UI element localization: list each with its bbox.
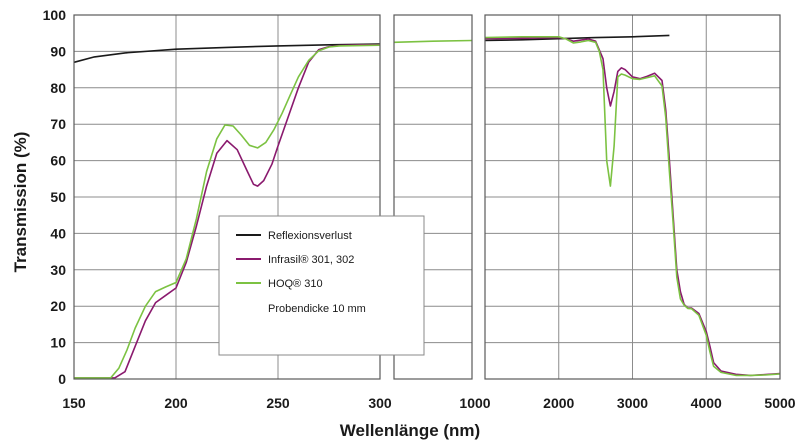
legend-note-sample-thickness: Probendicke 10 mm (268, 303, 366, 315)
x-tick-label: 3000 (617, 395, 648, 411)
series-line-0 (484, 34, 670, 42)
y-tick-label: 40 (50, 225, 66, 241)
y-tick-label: 0 (58, 371, 66, 387)
panel-frame (484, 14, 781, 380)
x-tick-label: 200 (164, 395, 188, 411)
x-tick-label: 2000 (543, 395, 574, 411)
y-tick-label: 100 (43, 7, 67, 23)
legend-label-hoq: HOQ® 310 (268, 278, 323, 290)
x-axis-title: Wellenlänge (nm) (340, 421, 480, 440)
series-line-2 (484, 35, 781, 377)
legend-label-reflexionsverlust: Reflexionsverlust (268, 230, 352, 242)
series-line-2 (393, 39, 473, 44)
y-tick-label: 20 (50, 298, 66, 314)
plot-frames (73, 14, 781, 380)
y-tick-label: 50 (50, 189, 66, 205)
y-axis-title: Transmission (%) (11, 132, 30, 273)
y-tick-label: 90 (50, 43, 66, 59)
legend-box (218, 215, 425, 356)
grid-lines (73, 14, 781, 380)
legend: Reflexionsverlust Infrasil® 301, 302 HOQ… (218, 215, 425, 356)
x-tick-labels: 150 200 250 300 1000 2000 3000 4000 5000 (62, 395, 795, 411)
x-tick-label: 5000 (764, 395, 795, 411)
y-tick-label: 60 (50, 153, 66, 169)
y-tick-label: 70 (50, 116, 66, 132)
x-tick-label: 4000 (691, 395, 722, 411)
x-tick-label: 150 (62, 395, 86, 411)
x-tick-label: 250 (266, 395, 290, 411)
y-tick-label: 30 (50, 262, 66, 278)
panel-frame (73, 14, 381, 380)
panel-frame (393, 14, 473, 380)
y-tick-labels: 0 10 20 30 40 50 60 70 80 90 100 (43, 7, 67, 387)
y-tick-label: 10 (50, 335, 66, 351)
x-tick-label: 1000 (459, 395, 490, 411)
legend-label-infrasil: Infrasil® 301, 302 (268, 254, 354, 266)
y-tick-label: 80 (50, 80, 66, 96)
x-tick-label: 300 (368, 395, 392, 411)
series-line-0 (73, 43, 381, 64)
series-lines (73, 34, 781, 379)
series-line-2 (74, 44, 381, 379)
series-line-1 (484, 36, 781, 377)
